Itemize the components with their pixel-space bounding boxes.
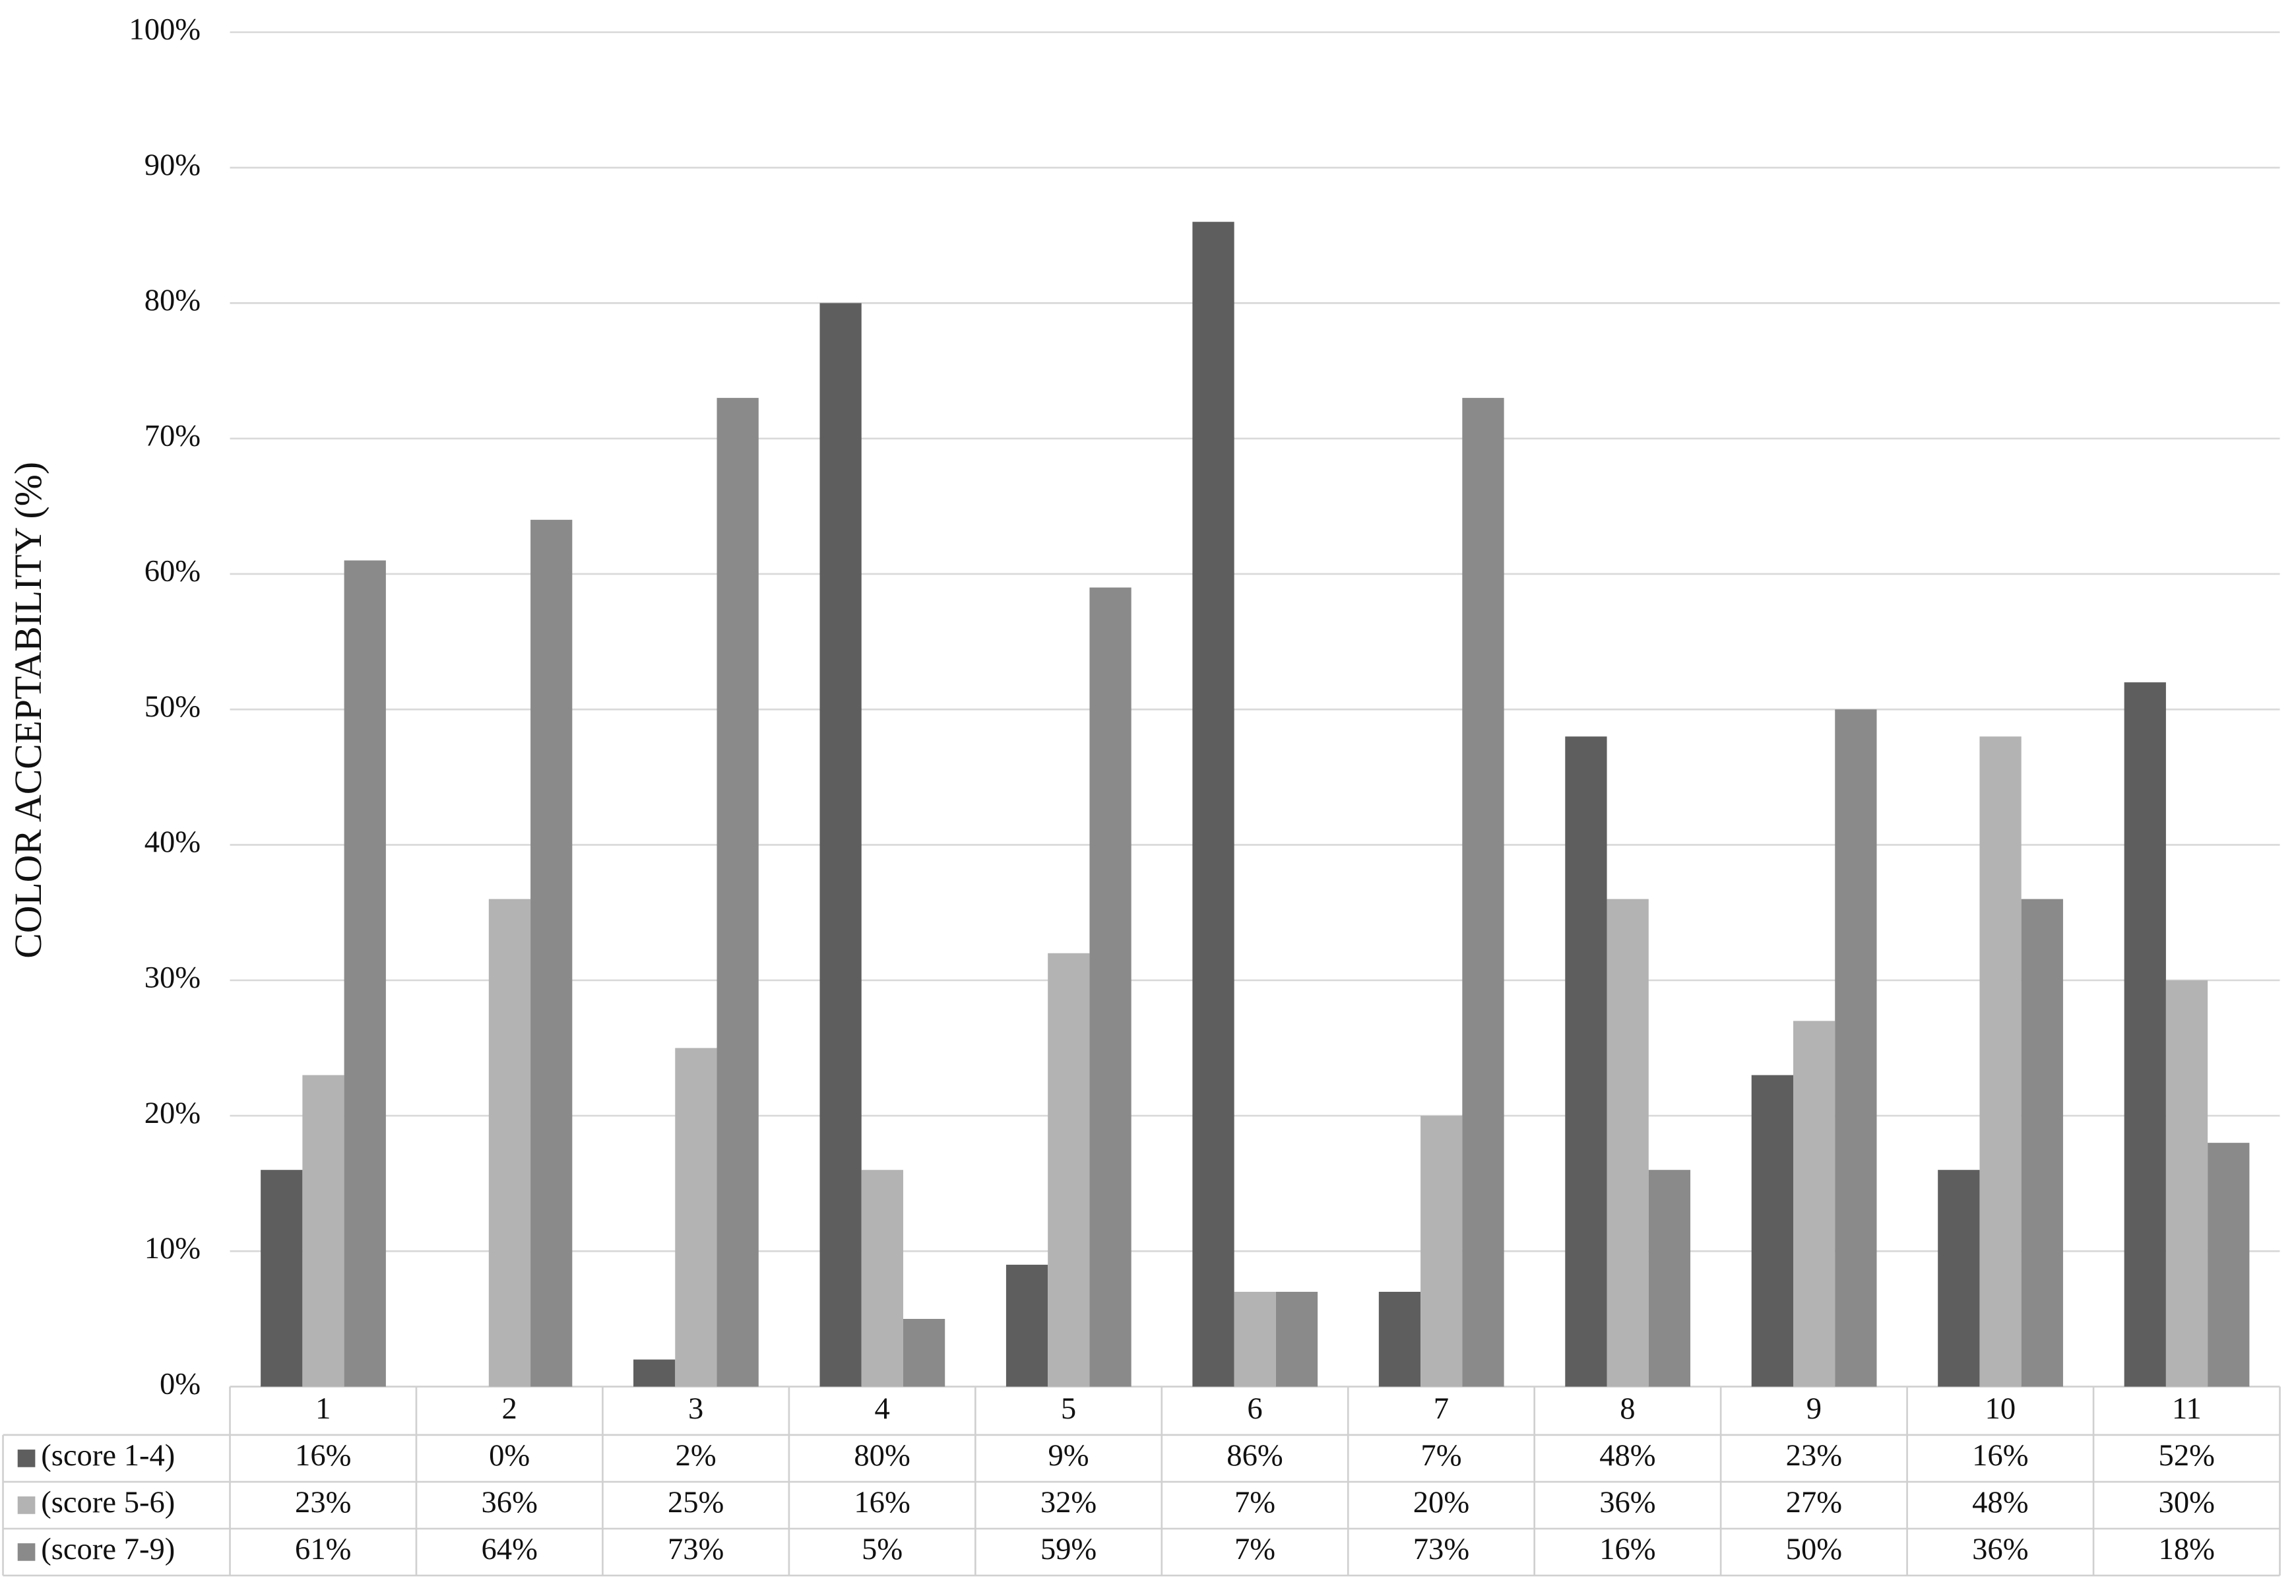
table-value: 30% <box>2159 1485 2215 1519</box>
y-tick-label: 40% <box>144 825 201 859</box>
bar <box>1420 1116 1463 1387</box>
bar <box>633 1359 676 1387</box>
bar <box>861 1170 903 1387</box>
legend-swatch <box>17 1496 36 1514</box>
table-value: 80% <box>854 1438 910 1473</box>
table-value: 2% <box>676 1438 717 1473</box>
y-tick-label: 80% <box>144 283 201 317</box>
table-value: 32% <box>1040 1485 1097 1519</box>
x-tick-label: 11 <box>2172 1391 2202 1426</box>
table-value: 23% <box>1786 1438 1842 1473</box>
bar <box>1048 953 1090 1387</box>
table-value: 86% <box>1227 1438 1283 1473</box>
x-tick-label: 4 <box>874 1391 889 1426</box>
bar <box>1192 222 1234 1387</box>
bar <box>530 519 573 1387</box>
table-value: 7% <box>1234 1532 1275 1566</box>
legend-swatch <box>17 1543 36 1561</box>
legend-swatch <box>17 1450 36 1467</box>
table-value: 48% <box>1599 1438 1655 1473</box>
x-tick-label: 1 <box>315 1391 331 1426</box>
bar <box>2208 1143 2250 1387</box>
bar <box>1462 398 1504 1387</box>
y-tick-label: 30% <box>144 960 201 994</box>
y-tick-label: 60% <box>144 554 201 589</box>
table-value: 16% <box>1972 1438 2028 1473</box>
bar <box>1938 1170 1980 1387</box>
bar <box>1565 736 1607 1387</box>
x-tick-label: 3 <box>688 1391 703 1426</box>
bar <box>1648 1170 1691 1387</box>
x-tick-label: 8 <box>1620 1391 1635 1426</box>
bar <box>819 303 862 1387</box>
bar <box>1607 899 1649 1387</box>
y-tick-label: 100% <box>129 13 201 47</box>
x-tick-label: 5 <box>1061 1391 1076 1426</box>
table-value: 36% <box>1972 1532 2028 1566</box>
table-value: 16% <box>854 1485 910 1519</box>
bar <box>1378 1291 1421 1387</box>
table-value: 25% <box>668 1485 724 1519</box>
table-value: 73% <box>668 1532 724 1566</box>
table-value: 16% <box>1599 1532 1655 1566</box>
x-tick-label: 2 <box>502 1391 517 1426</box>
y-tick-label: 10% <box>144 1231 201 1265</box>
table-value: 36% <box>481 1485 537 1519</box>
bar <box>675 1048 717 1387</box>
x-tick-label: 9 <box>1806 1391 1822 1426</box>
table-value: 23% <box>295 1485 351 1519</box>
x-tick-label: 7 <box>1434 1391 1449 1426</box>
bar <box>1979 736 2022 1387</box>
bar <box>2021 899 2063 1387</box>
table-value: 50% <box>1786 1532 1842 1566</box>
bar <box>1751 1075 1793 1387</box>
table-value: 48% <box>1972 1485 2028 1519</box>
y-tick-label: 90% <box>144 148 201 182</box>
table-value: 61% <box>295 1532 351 1566</box>
table-value: 5% <box>862 1532 903 1566</box>
bar <box>488 899 531 1387</box>
y-tick-label: 70% <box>144 418 201 453</box>
bar <box>717 398 759 1387</box>
table-value: 0% <box>489 1438 530 1473</box>
table-value: 27% <box>1786 1485 1842 1519</box>
legend-label: (score 5-6) <box>41 1485 175 1519</box>
bar <box>302 1075 344 1387</box>
y-tick-label: 20% <box>144 1096 201 1130</box>
table-value: 36% <box>1599 1485 1655 1519</box>
y-tick-label: 50% <box>144 689 201 724</box>
bar <box>1089 587 1132 1387</box>
bar <box>903 1319 945 1387</box>
table-value: 20% <box>1413 1485 1469 1519</box>
table-value: 52% <box>2159 1438 2215 1473</box>
bar <box>1835 709 1877 1387</box>
bar <box>344 560 386 1387</box>
legend-label: (score 7-9) <box>41 1532 175 1566</box>
table-value: 7% <box>1420 1438 1461 1473</box>
x-tick-label: 10 <box>1985 1391 2016 1426</box>
bar <box>1275 1291 1318 1387</box>
bar <box>1793 1021 1835 1387</box>
bar <box>1005 1264 1048 1387</box>
table-value: 9% <box>1048 1438 1089 1473</box>
table-value: 16% <box>295 1438 351 1473</box>
bar <box>2124 682 2166 1387</box>
y-tick-label: 0% <box>160 1366 201 1401</box>
bar <box>261 1170 303 1387</box>
table-value: 64% <box>481 1532 537 1566</box>
table-value: 59% <box>1040 1532 1097 1566</box>
legend-label: (score 1-4) <box>41 1438 175 1473</box>
y-axis-title: COLOR ACCEPTABILITY (%) <box>8 462 49 959</box>
bar <box>1234 1291 1276 1387</box>
table-value: 18% <box>2159 1532 2215 1566</box>
bar <box>2165 980 2208 1387</box>
table-value: 7% <box>1234 1485 1275 1519</box>
x-tick-label: 6 <box>1247 1391 1262 1426</box>
table-value: 73% <box>1413 1532 1469 1566</box>
